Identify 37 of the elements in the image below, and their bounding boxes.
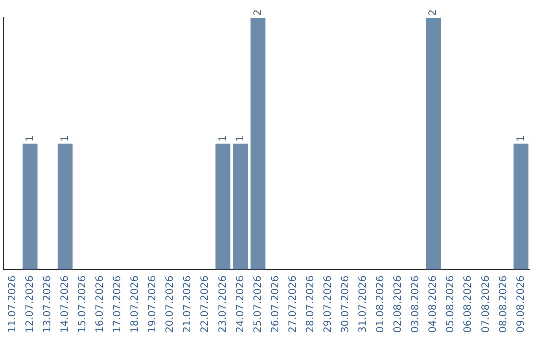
x-tick-label: 22.07.2026 [200, 276, 212, 334]
x-tick-label: 12.07.2026 [24, 276, 36, 334]
data-label: 2 [252, 10, 264, 16]
data-label: 1 [218, 135, 229, 142]
data-label: 2 [428, 10, 440, 16]
x-tick-label: 07.08.2026 [480, 276, 492, 334]
x-tick-label: 28.07.2026 [305, 276, 316, 334]
x-tick-label: 15.07.2026 [77, 276, 88, 334]
x-tick-label: 09.08.2026 [516, 276, 527, 334]
x-tick-label: 05.08.2026 [446, 276, 457, 334]
x-tick-label: 30.07.2026 [340, 276, 352, 334]
x-tick-label: 23.07.2026 [218, 276, 229, 334]
data-label: 1 [516, 135, 527, 142]
x-tick-label: 06.08.2026 [463, 276, 474, 334]
x-tick-label: 24.07.2026 [235, 276, 246, 334]
x-tick-label: 27.07.2026 [288, 276, 299, 334]
x-tick-label: 16.07.2026 [95, 276, 106, 334]
x-tick-label: 31.07.2026 [358, 276, 370, 334]
x-tick-label: 11.07.2026 [7, 276, 18, 334]
data-label: 1 [235, 135, 246, 142]
x-tick-label: 19.07.2026 [148, 276, 159, 334]
x-tick-label: 04.08.2026 [428, 276, 440, 334]
data-label: 1 [24, 135, 36, 142]
x-tick-label: 29.07.2026 [322, 276, 334, 334]
x-tick-label: 21.07.2026 [182, 276, 194, 334]
data-label: 1 [60, 135, 71, 142]
x-tick-label: 08.08.2026 [498, 276, 510, 334]
x-tick-label: 18.07.2026 [130, 276, 142, 334]
x-tick-label: 17.07.2026 [112, 276, 124, 334]
x-tick-label: 14.07.2026 [60, 276, 71, 334]
x-tick-label: 03.08.2026 [410, 276, 422, 334]
x-tick-label: 25.07.2026 [252, 276, 264, 334]
x-tick-label: 26.07.2026 [270, 276, 282, 334]
x-tick-label: 13.07.2026 [42, 276, 54, 334]
x-tick-label: 01.08.2026 [376, 276, 387, 334]
x-tick-label: 02.08.2026 [393, 276, 404, 334]
x-tick-label: 20.07.2026 [165, 276, 176, 334]
